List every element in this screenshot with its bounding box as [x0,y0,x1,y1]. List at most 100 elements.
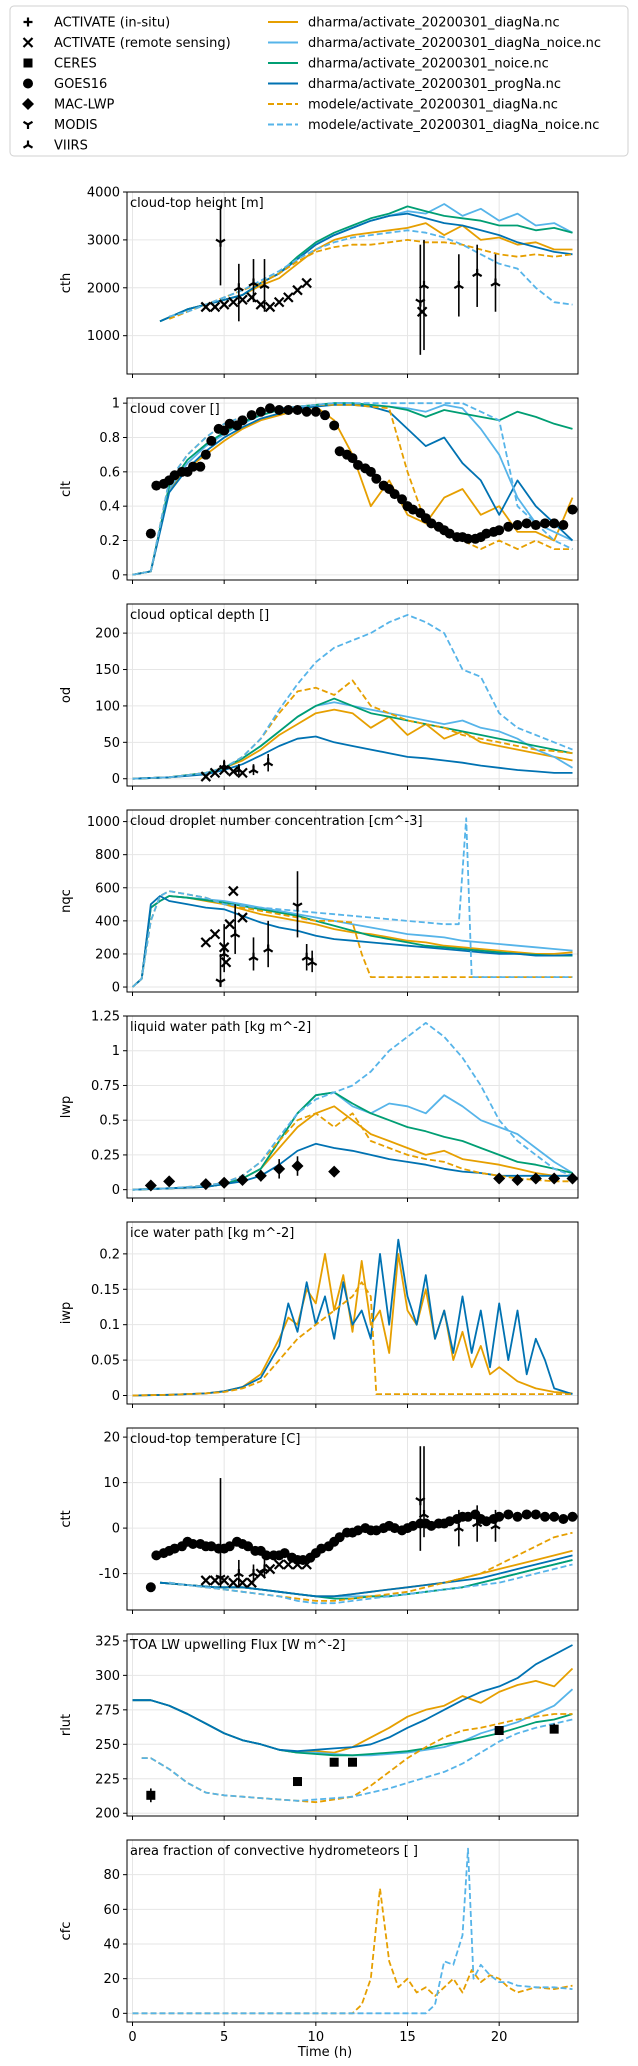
legend-handle-square [23,58,33,68]
obs-marker-x [301,277,312,289]
obs-marker-tri_up [233,283,244,292]
obs-marker-diamond [199,1178,212,1191]
obs-marker-diamond [236,1173,249,1186]
y-axis-label: ctt [59,1510,74,1527]
obs-marker-x [273,296,285,308]
series-line [132,1847,573,2015]
legend-entry: modele/activate_20200301_diagNa.nc [268,98,558,113]
panel-title: TOA LW upwelling Flux [W m^-2] [129,1638,345,1653]
series-group [131,817,573,988]
obs-marker-circle [503,1509,514,1520]
series-line [131,895,573,988]
legend-entry: GOES16 [23,77,107,92]
obs-marker-circle [283,405,294,416]
obs-marker-tri_up [259,280,270,290]
series-line [132,1253,573,1397]
series-line [132,735,573,780]
obs-marker-circle [558,520,569,531]
obs-marker-tri_up [233,1569,244,1578]
obs-marker-x [264,301,276,313]
y-tick-label: 20 [103,1972,120,1987]
y-axis-label: cfc [59,1922,74,1941]
obs-marker-tri_up [418,1509,430,1519]
obs-marker-circle [530,1509,541,1520]
x-tick-label: 0 [128,2030,136,2045]
legend-label: ACTIVATE (in-situ) [54,16,170,31]
y-tick-label: 0 [112,981,120,996]
obs-marker-circle [255,406,266,417]
obs-marker-circle [503,521,514,532]
series-line [132,1022,573,1191]
y-tick-label: 50 [103,736,120,751]
obs-marker-x [264,1563,276,1575]
y-tick-label: 0 [112,2007,120,2022]
y-tick-label: 225 [95,1772,120,1787]
y-tick-label: 0.6 [99,465,120,480]
x-tick-label: 5 [220,2030,228,2045]
series-group [132,1238,573,1397]
panel-title: area fraction of convective hydrometeors… [130,1844,418,1859]
obs-marker-diamond [254,1169,267,1182]
y-tick-label: 0 [112,1389,120,1404]
obs-marker-tri_up [453,1523,464,1532]
y-tick-label: 0.4 [99,500,120,515]
x-tick-label: 10 [308,2030,325,2045]
obs-marker-circle [243,1541,253,1552]
x-axis-label: Time (h) [297,2045,352,2060]
legend-label: dharma/activate_20200301_diagNa_noice.nc [308,36,601,51]
obs-marker-tri_up [472,1519,483,1528]
obs-marker-circle [237,415,248,426]
obs-marker-circle [521,1509,532,1520]
y-axis-label: cth [59,273,74,293]
y-tick-label: 275 [95,1703,120,1718]
legend: ACTIVATE (in-situ) ACTIVATE (remote sensi… [9,5,629,157]
obs-marker-tri_down [215,978,226,987]
y-tick-label: 80 [103,1868,120,1883]
y-tick-label: 4000 [87,186,120,201]
legend-entry: MAC-LWP [22,98,115,113]
series-group [159,203,573,355]
obs-marker-x [273,1559,285,1570]
obs-marker-tri_up [219,949,230,958]
y-tick-label: 200 [95,627,120,642]
series-line [132,1644,573,1753]
obs-marker-x [228,766,239,777]
obs-marker-diamond [218,1176,231,1189]
obs-marker-circle [397,494,407,505]
obs-marker-tri_up [453,280,464,290]
obs-marker-square [494,1726,504,1736]
obs-marker-tri_up [219,761,230,770]
y-tick-label: 20 [103,1431,120,1446]
obs-marker-tri_up [259,1564,270,1573]
series-line [132,679,573,780]
y-axis-label: iwp [59,1302,74,1325]
obs-marker-square [549,1724,559,1734]
series-line [132,1887,573,2015]
obs-marker-square [329,1757,339,1767]
obs-marker-circle [301,406,312,417]
obs-marker-x [292,1559,303,1570]
obs-marker-diamond [529,1172,542,1185]
series-line [159,1554,573,1598]
obs-marker-diamond [566,1172,578,1185]
y-tick-label: 1.25 [91,1010,120,1025]
y-tick-label: 250 [95,1738,120,1753]
y-tick-label: 1000 [87,815,120,830]
obs-marker-x [224,918,235,930]
series-line [169,1563,573,1605]
legend-label: ACTIVATE (remote sensing) [54,36,231,51]
y-tick-label: 10 [103,1476,120,1491]
y-tick-label: 0.5 [99,1114,120,1129]
y-axis-label: nqc [59,889,74,913]
obs-marker-tri_up [490,278,501,287]
obs-marker-circle [347,453,358,464]
obs-marker-circle [219,425,230,436]
legend-entry: CERES [23,57,97,72]
obs-marker-tri_up [230,929,241,938]
obs-marker-tri_up [490,1521,501,1530]
y-tick-label: 0.2 [99,1247,120,1262]
obs-marker-diamond [163,1175,176,1188]
obs-marker-circle [310,406,321,417]
legend-entry: dharma/activate_20200301_diagNa.nc [268,16,560,31]
axes-frame [126,191,579,375]
